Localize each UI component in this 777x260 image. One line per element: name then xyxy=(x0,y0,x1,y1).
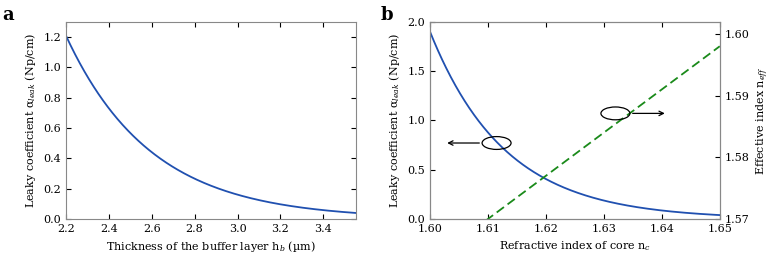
Y-axis label: Leaky coefficient α$_{leak}$ (Np/cm): Leaky coefficient α$_{leak}$ (Np/cm) xyxy=(387,33,402,208)
Text: a: a xyxy=(2,6,14,24)
Y-axis label: Effective index n$_{eff}$: Effective index n$_{eff}$ xyxy=(755,66,772,175)
Text: b: b xyxy=(381,6,393,24)
X-axis label: Thickness of the buffer layer h$_b$ (µm): Thickness of the buffer layer h$_b$ (µm) xyxy=(106,239,315,255)
X-axis label: Refractive index of core n$_c$: Refractive index of core n$_c$ xyxy=(499,239,651,253)
Y-axis label: Leaky coefficient α$_{leak}$ (Np/cm): Leaky coefficient α$_{leak}$ (Np/cm) xyxy=(23,33,37,208)
